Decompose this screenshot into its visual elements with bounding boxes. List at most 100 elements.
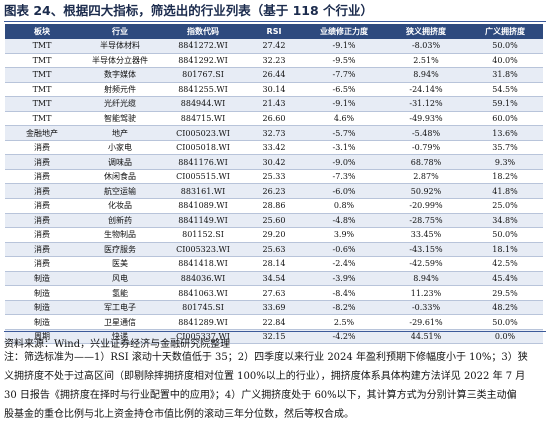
table-cell: 31.8% xyxy=(467,67,543,83)
table-cell: TMT xyxy=(5,111,79,127)
table-row: 消费 休闲食品 CI005515.WI 25.33 -7.3% 2.87% 18.2% xyxy=(5,169,543,185)
table-cell: 26.44 xyxy=(245,67,303,83)
table-cell: 军工电子 xyxy=(79,300,161,316)
table-cell: 8841149.WI xyxy=(161,213,245,229)
table-cell: 消费 xyxy=(5,256,79,272)
table-cell: 消费 xyxy=(5,198,79,214)
table-cell: 8841418.WI xyxy=(161,256,245,272)
table-cell: 35.7% xyxy=(467,140,543,156)
table-cell: -9.1% xyxy=(303,39,385,54)
table-cell: 34.54 xyxy=(245,271,303,287)
table-cell: -3.1% xyxy=(303,140,385,156)
table-cell: 28.86 xyxy=(245,198,303,214)
footnote-line: 30 日报告《拥挤度在择时与行业配置中的应用》；4）广义拥挤度处于 60%以下，… xyxy=(4,390,517,401)
table-cell: -5.7% xyxy=(303,125,385,141)
table-cell: 32.73 xyxy=(245,125,303,141)
table-row: TMT 智能驾驶 884715.WI 26.60 4.6% -49.93% 60.0% xyxy=(5,111,543,127)
figure-title: 图表 24、根据四大指标，筛选出的行业列表（基于 118 个行业） xyxy=(4,3,374,18)
table-cell: 60.0% xyxy=(467,111,543,127)
table-cell: 消费 xyxy=(5,227,79,243)
table-cell: -3.9% xyxy=(303,271,385,287)
table-row: 消费 化妆品 8841089.WI 28.86 0.8% -20.99% 25.0% xyxy=(5,198,543,214)
table-cell: 休闲食品 xyxy=(79,169,161,185)
table-cell: 半导体材料 xyxy=(79,39,161,54)
table-cell: -9.5% xyxy=(303,53,385,69)
table-cell: 医美 xyxy=(79,256,161,272)
table-cell: 59.1% xyxy=(467,96,543,112)
table-cell: 68.78% xyxy=(385,154,467,170)
table-cell: 32.15 xyxy=(245,329,303,345)
table-row: TMT 数字媒体 801767.SI 26.44 -7.7% 8.94% 31.8% xyxy=(5,67,543,83)
table-cell: 42.5% xyxy=(467,256,543,272)
table-cell: CI005515.WI xyxy=(161,169,245,185)
table-cell: 8841089.WI xyxy=(161,198,245,214)
table-cell: 医疗服务 xyxy=(79,242,161,258)
table-cell: 22.84 xyxy=(245,314,303,330)
table-cell: 27.63 xyxy=(245,285,303,301)
table-cell: 26.60 xyxy=(245,111,303,127)
table-cell: 50.0% xyxy=(467,227,543,243)
table-cell: -20.99% xyxy=(385,198,467,214)
table-cell: 8.94% xyxy=(385,67,467,83)
industry-table: 板块 行业 指数代码 RSI 业绩修正力度 狭义拥挤度 广义拥挤度 TMT 半导体材料 8841… xyxy=(5,24,543,345)
table-row: 消费 创新药 8841149.WI 25.60 -4.8% -28.75% 34.8% xyxy=(5,213,543,229)
column-header: 行业 xyxy=(79,24,161,39)
table-cell: 50.92% xyxy=(385,183,467,200)
title-divider xyxy=(4,21,546,22)
table-row: 消费 航空运输 883161.WI 26.23 -6.0% 50.92% 41.8% xyxy=(5,183,543,200)
table-row: 消费 生物制品 801152.SI 29.20 3.9% 33.45% 50.0% xyxy=(5,227,543,243)
table-cell: 消费 xyxy=(5,154,79,170)
table-cell: 884715.WI xyxy=(161,111,245,127)
column-header: 广义拥挤度 xyxy=(467,24,543,39)
table-cell: 26.23 xyxy=(245,183,303,200)
table-cell: 8841272.WI xyxy=(161,39,245,54)
table-cell: 25.0% xyxy=(467,198,543,214)
table-cell: 8.94% xyxy=(385,271,467,287)
table-cell: -4.2% xyxy=(303,329,385,345)
table-cell: -4.8% xyxy=(303,213,385,229)
table-cell: 8841176.WI xyxy=(161,154,245,170)
table-cell: 快递 xyxy=(79,329,161,345)
footnote-line: 注：筛选标准为——1）RSI 滚动十天数值低于 35；2）四季度以来行业 202… xyxy=(4,352,528,363)
table-cell: -43.15% xyxy=(385,242,467,258)
table-cell: 45.4% xyxy=(467,271,543,287)
table-cell: 33.45% xyxy=(385,227,467,243)
table-row: TMT 半导体材料 8841272.WI 27.42 -9.1% -8.03% 50.0% xyxy=(5,39,543,54)
table-cell: 制造 xyxy=(5,300,79,316)
column-header: 指数代码 xyxy=(161,24,245,39)
footnote-line: 义拥挤度不处于过高区间（即剔除摔拥挤度相对位置 100%以上的行业），拥挤度体系… xyxy=(4,371,526,382)
table-cell: 29.5% xyxy=(467,285,543,301)
table-cell: 制造 xyxy=(5,314,79,330)
table-row: TMT 半导体分立器件 8841292.WI 32.23 -9.5% 2.51% 40.0% xyxy=(5,53,543,69)
table-cell: 光纤光缆 xyxy=(79,96,161,112)
table-cell: -5.48% xyxy=(385,125,467,141)
table-cell: TMT xyxy=(5,39,79,54)
table-cell: -9.0% xyxy=(303,154,385,170)
table-cell: 消费 xyxy=(5,242,79,258)
table-cell: 18.2% xyxy=(467,169,543,185)
table-cell: 884036.WI xyxy=(161,271,245,287)
table-cell: 2.87% xyxy=(385,169,467,185)
table-row: 制造 卫星通信 8841289.WI 22.84 2.5% -29.61% 50.0% xyxy=(5,314,543,330)
table-cell: 卫星通信 xyxy=(79,314,161,330)
footnote: 注：筛选标准为——1）RSI 滚动十天数值低于 35；2）四季度以来行业 202… xyxy=(4,348,544,424)
table-cell: -31.12% xyxy=(385,96,467,112)
table-cell: 金融地产 xyxy=(5,125,79,141)
table-cell: 消费 xyxy=(5,140,79,156)
table-row: TMT 光纤光缆 884944.WI 21.43 -9.1% -31.12% 59.1% xyxy=(5,96,543,112)
table-cell: 0.0% xyxy=(467,329,543,345)
table-cell: 34.8% xyxy=(467,213,543,229)
table-cell: 创新药 xyxy=(79,213,161,229)
table-cell: 生物制品 xyxy=(79,227,161,243)
table-cell: 消费 xyxy=(5,213,79,229)
table-cell: 48.2% xyxy=(467,300,543,316)
source-note: 资料来源：Wind，兴业证券经济与金融研究院整理 xyxy=(4,331,546,350)
table-cell: 化妆品 xyxy=(79,198,161,214)
table-cell: 4.6% xyxy=(303,111,385,127)
table-row: 制造 风电 884036.WI 34.54 -3.9% 8.94% 45.4% xyxy=(5,271,543,287)
table-cell: -6.5% xyxy=(303,82,385,98)
table-cell: 智能驾驶 xyxy=(79,111,161,127)
table-row: 制造 氢能 8841063.WI 27.63 -8.4% 11.23% 29.5% xyxy=(5,285,543,301)
table-cell: 801745.SI xyxy=(161,300,245,316)
table-cell: 制造 xyxy=(5,271,79,287)
